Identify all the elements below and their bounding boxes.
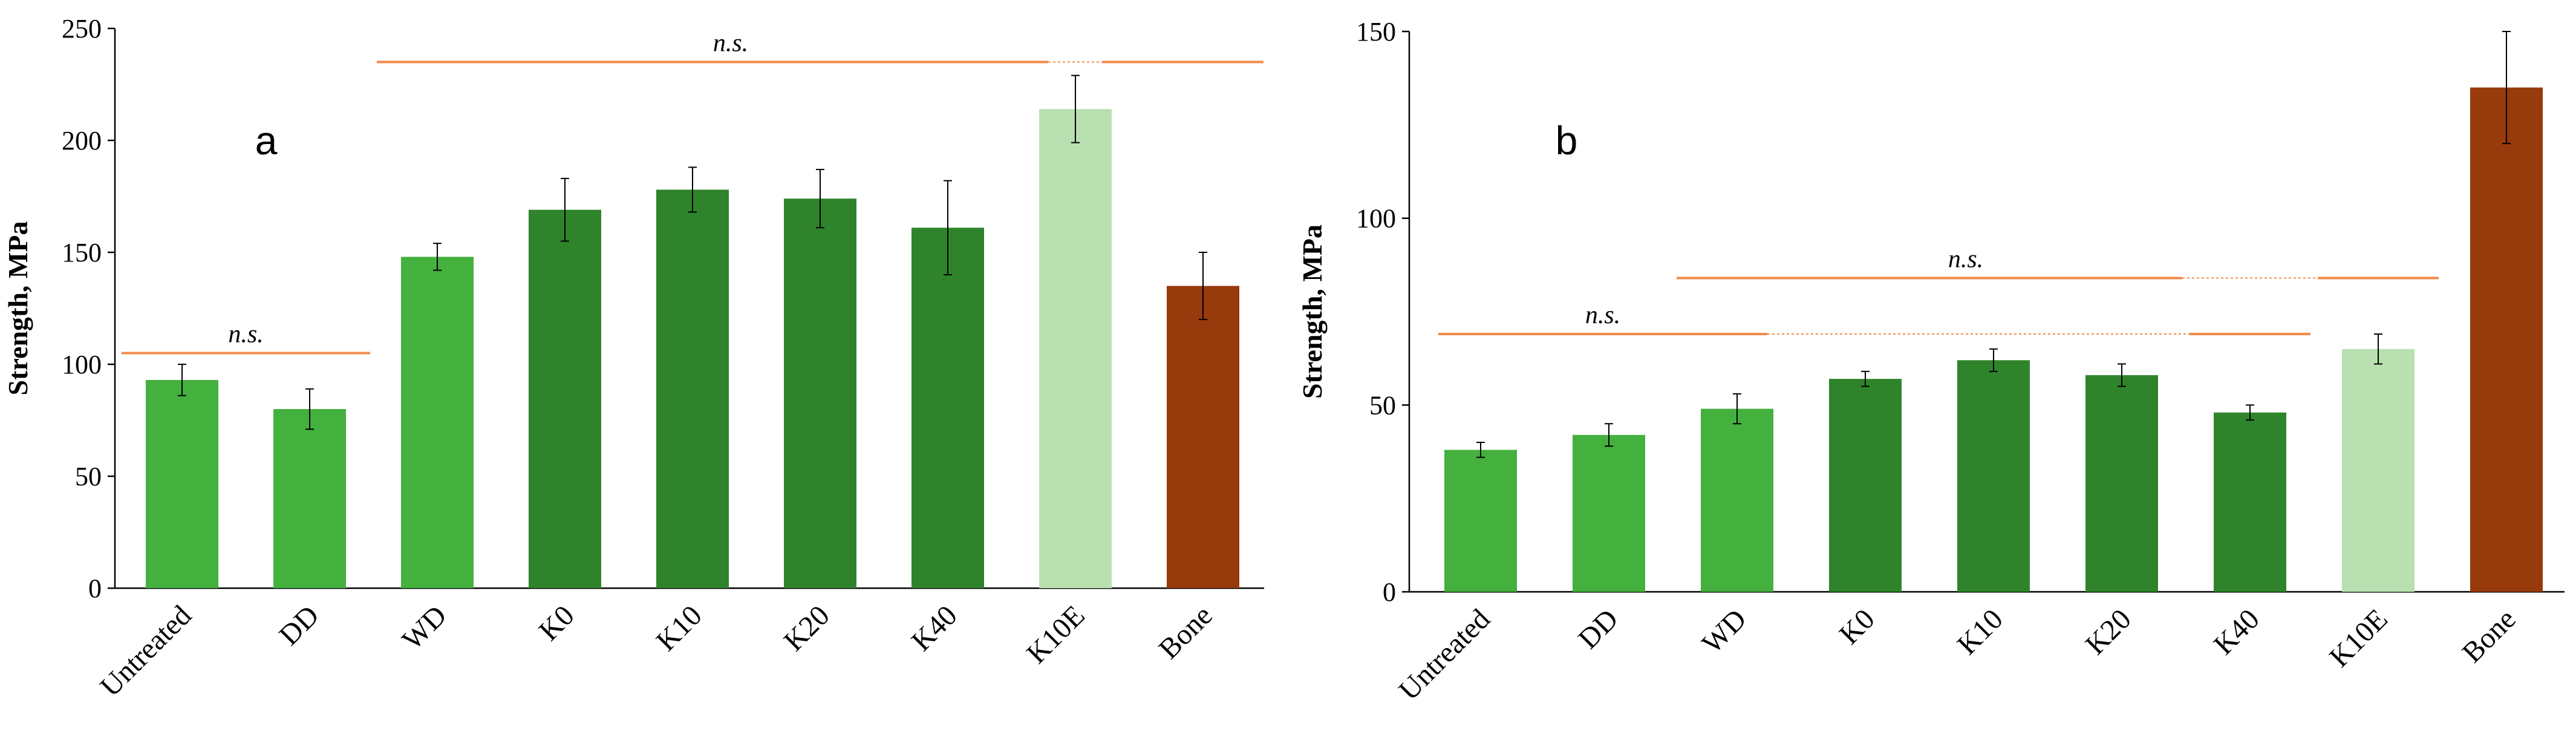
bar-wd (401, 257, 474, 588)
bar-bone (1167, 286, 1239, 588)
x-tick-label: K10E (1020, 599, 1091, 670)
y-axis-label: Strength, MPa (2, 221, 33, 396)
bar-untreated (1444, 450, 1517, 592)
x-tick-label: K20 (778, 599, 836, 657)
bar-k20 (2085, 375, 2158, 592)
bar-bone (2470, 87, 2543, 592)
x-tick-label: K0 (533, 599, 581, 647)
bar-k10e (1039, 109, 1112, 588)
x-tick-label: K0 (1833, 603, 1881, 651)
x-tick-label: K40 (2208, 603, 2266, 661)
x-tick-label: Untreated (94, 599, 197, 703)
bar-untreated (146, 379, 218, 588)
y-tick-label: 250 (62, 14, 102, 44)
bar-k10 (656, 189, 729, 588)
x-tick-label: Bone (2456, 603, 2522, 669)
y-tick-label: 50 (75, 462, 102, 491)
bar-k40 (2214, 412, 2286, 592)
chart-panel-a: 0 50 100 150 200 250 Strength, MPa a Untreated DD… (2, 14, 1264, 703)
bar-dd (273, 409, 346, 588)
x-tick-label: K10 (650, 599, 708, 657)
y-tick-label: 50 (1369, 390, 1396, 420)
y-tick-label: 200 (62, 126, 102, 156)
chart-panel-b: 0 50 100 150 Strength, MPa b Untreated DD WD K0 K1… (1297, 17, 2565, 707)
ns-label: n.s. (713, 30, 748, 57)
bar-k40 (911, 228, 984, 588)
bar-k20 (784, 198, 856, 588)
panel-letter: a (255, 118, 278, 163)
x-tick-label: DD (1572, 603, 1624, 655)
y-tick-label: 0 (1383, 577, 1396, 607)
x-tick-label: K40 (905, 599, 964, 657)
x-tick-label: Bone (1153, 599, 1219, 665)
bar-k0 (1829, 379, 1902, 592)
y-axis-label: Strength, MPa (1297, 225, 1328, 399)
x-tick-label: K10 (1951, 603, 2009, 661)
bar-k10e (2342, 349, 2415, 592)
y-tick-label: 150 (1356, 17, 1396, 47)
bar-wd (1701, 408, 1773, 592)
x-tick-label: WD (396, 599, 453, 656)
x-tick-label: Untreated (1392, 603, 1496, 706)
bar-k10 (1957, 360, 2030, 592)
y-tick-label: 150 (62, 238, 102, 267)
panel-letter: b (1556, 118, 1578, 163)
ns-label: n.s. (228, 321, 263, 349)
ns-label: n.s. (1948, 245, 1983, 273)
y-tick-label: 100 (62, 350, 102, 379)
ns-label: n.s. (1585, 301, 1620, 329)
x-tick-label: DD (273, 599, 325, 651)
x-tick-label: K10E (2323, 603, 2394, 674)
bar-dd (1573, 434, 1645, 592)
x-tick-label: WD (1696, 603, 1753, 660)
bar-k0 (529, 209, 601, 588)
y-tick-label: 100 (1356, 204, 1396, 234)
x-tick-label: K20 (2079, 603, 2137, 661)
y-tick-label: 0 (88, 574, 102, 603)
